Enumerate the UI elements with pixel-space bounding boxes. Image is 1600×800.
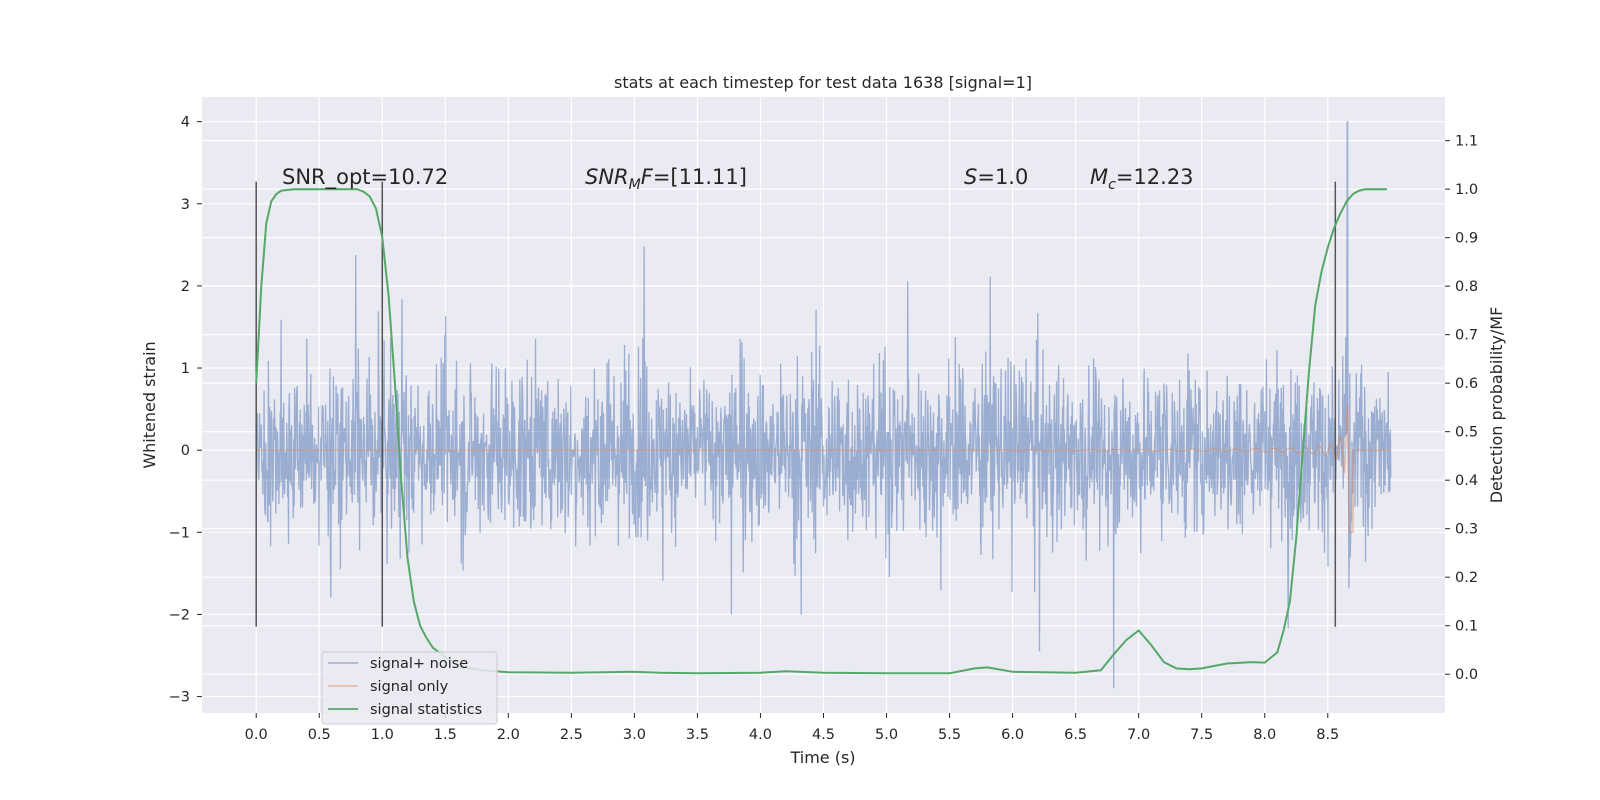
- y-tick-label: 2: [181, 279, 190, 295]
- right-y-tick-label: 0.0: [1455, 667, 1478, 683]
- x-tick-label: 0.5: [308, 727, 331, 743]
- right-y-tick-label: 0.3: [1455, 522, 1478, 538]
- legend-label-statistics: signal statistics: [370, 702, 482, 718]
- signal-only-line: [256, 404, 1391, 533]
- signal-noise-series: [255, 120, 1392, 689]
- snr-opt-annotation: SNR_opt=10.72: [282, 165, 448, 190]
- x-tick-label: 3.0: [623, 727, 646, 743]
- x-tick-label: 6.5: [1064, 727, 1087, 743]
- right-y-axis-label: Detection probability/MF: [1487, 307, 1506, 504]
- right-y-tick-label: 1.0: [1455, 182, 1478, 198]
- x-tick-label: 8.5: [1316, 727, 1339, 743]
- right-y-tick-label: 0.9: [1455, 231, 1478, 247]
- y-tick-label: −3: [169, 690, 190, 706]
- x-tick-label: 2.5: [560, 727, 583, 743]
- chart-title: stats at each timestep for test data 163…: [614, 73, 1032, 92]
- signal-statistics-series: [255, 188, 1387, 675]
- signal-noise-line: [255, 120, 1392, 689]
- x-tick-labels: 0.0 0.5 1.0 1.5 2.0 2.5 3.0 3.5 4.0 4.5 5.0 5.5 6.0 6…: [245, 713, 1339, 743]
- x-tick-label: 8.0: [1253, 727, 1276, 743]
- snr-mf-value: =[11.11]: [653, 165, 747, 189]
- x-tick-label: 5.5: [938, 727, 961, 743]
- legend-label-noise: signal+ noise: [370, 656, 468, 672]
- x-tick-label: 2.0: [497, 727, 520, 743]
- y-tick-label: 0: [181, 443, 190, 459]
- snr-mf-main: SNR: [585, 165, 629, 189]
- mc-value: =12.23: [1116, 165, 1194, 189]
- x-tick-label: 3.5: [686, 727, 709, 743]
- legend: signal+ noise signal only signal statist…: [321, 651, 498, 725]
- x-tick-label: 1.0: [371, 727, 394, 743]
- x-tick-label: 6.0: [1001, 727, 1024, 743]
- s-annotation: S=1.0: [964, 165, 1028, 189]
- x-tick-label: 5.0: [875, 727, 898, 743]
- signal-only-series: [256, 404, 1391, 533]
- snr-mf-annotation: SNRMF=[11.11]: [585, 165, 747, 193]
- x-tick-label: 0.0: [245, 727, 268, 743]
- x-tick-label: 4.0: [749, 727, 772, 743]
- vertical-markers: [255, 181, 1337, 627]
- y-tick-labels: −3 −2 −1 0 1 2 3 4: [169, 115, 202, 706]
- x-tick-label: 7.0: [1127, 727, 1150, 743]
- mc-sub: c: [1108, 177, 1116, 193]
- s-value: =1.0: [977, 165, 1028, 189]
- snr-mf-sub: M: [629, 177, 641, 193]
- right-y-tick-label: 0.8: [1455, 279, 1478, 295]
- right-y-tick-label: 0.5: [1455, 425, 1478, 441]
- y-tick-label: 3: [181, 197, 190, 213]
- x-tick-label: 4.5: [812, 727, 835, 743]
- right-y-tick-label: 1.1: [1455, 134, 1478, 150]
- y-axis-label: Whitened strain: [140, 341, 159, 468]
- mc-annotation: Mc=12.23: [1090, 165, 1194, 193]
- snr-mf-rest: F: [641, 165, 654, 189]
- s-symbol: S: [964, 165, 977, 189]
- signal-statistics-line: [255, 188, 1387, 675]
- right-y-tick-label: 0.7: [1455, 328, 1478, 344]
- right-y-tick-label: 0.2: [1455, 570, 1478, 586]
- right-y-tick-label: 0.1: [1455, 619, 1478, 635]
- right-y-tick-labels: 0.0 0.1 0.2 0.3 0.4 0.5 0.6 0.7 0.8 0.9 1.0 1.1: [1445, 134, 1478, 683]
- y-tick-label: −1: [169, 525, 190, 541]
- y-tick-label: 4: [181, 115, 190, 131]
- mc-main: M: [1090, 165, 1108, 189]
- right-y-tick-label: 0.6: [1455, 376, 1478, 392]
- x-axis-label: Time (s): [789, 748, 855, 767]
- right-y-tick-label: 0.4: [1455, 473, 1478, 489]
- legend-box: [321, 651, 498, 725]
- y-tick-label: −2: [169, 607, 190, 623]
- legend-label-signal: signal only: [370, 679, 449, 695]
- x-tick-label: 7.5: [1190, 727, 1213, 743]
- y-tick-label: 1: [181, 361, 190, 377]
- x-tick-label: 1.5: [434, 727, 457, 743]
